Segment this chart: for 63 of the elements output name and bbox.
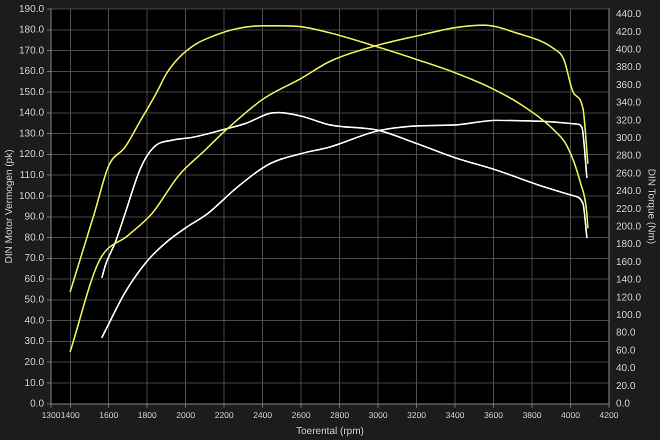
y2-tick-label: 280.0 <box>616 150 642 162</box>
x-tick-label: 3600 <box>484 410 504 420</box>
y-tick-label: 170.0 <box>18 45 44 56</box>
y2-tick-label: 60.0 <box>616 345 636 356</box>
y-tick-label: 120.0 <box>18 149 44 160</box>
y2-tick-label: 320.0 <box>616 115 642 126</box>
y-axis-title: DIN Motor Vermogen (pk) <box>4 149 15 264</box>
x-tick-label: 3000 <box>368 410 388 420</box>
x-tick-label: 3800 <box>522 410 542 420</box>
y-tick-label: 80.0 <box>24 232 44 244</box>
y-tick-label: 100.0 <box>18 190 44 202</box>
y-tick-label: 110.0 <box>20 170 44 181</box>
y2-tick-label: 220.0 <box>616 204 642 215</box>
y2-tick-label: 180.0 <box>616 239 642 250</box>
x-tick-label: 1400 <box>60 410 80 420</box>
y-tick-label: 10.0 <box>24 378 44 389</box>
y2-tick-label: 300.0 <box>616 132 642 144</box>
x-tick-label: 4200 <box>600 410 619 420</box>
y2-tick-label: 120.0 <box>616 292 642 304</box>
y2-tick-label: 420.0 <box>616 26 642 38</box>
x-tick-label: 4000 <box>561 410 580 420</box>
line-series <box>69 24 589 352</box>
y-tick-label: 0.0 <box>30 398 44 410</box>
y2-axis-title: DIN Torque (Nm) <box>645 168 656 244</box>
y2-tick-label: 240.0 <box>616 186 642 198</box>
y2-tick-label: 40.0 <box>616 363 636 374</box>
x-tick-label: 2200 <box>214 410 234 420</box>
x-tick-label: 1800 <box>138 410 157 420</box>
y-tick-label: 50.0 <box>24 294 44 306</box>
y2-tick-label: 400.0 <box>616 44 642 56</box>
y-tick-label: 140.0 <box>18 108 44 119</box>
y-tick-label: 90.0 <box>24 212 44 223</box>
y-tick-label: 130.0 <box>18 128 44 140</box>
y2-tick-label: 160.0 <box>616 256 642 268</box>
y2-tick-label: 260.0 <box>616 168 642 180</box>
y2-tick-label: 440.0 <box>616 9 642 20</box>
y2-tick-label: 0.0 <box>616 398 630 410</box>
y2-tick-label: 380.0 <box>616 62 642 74</box>
x-tick-label: 2000 <box>176 410 196 420</box>
y-tick-label: 190.0 <box>18 4 44 15</box>
y2-tick-label: 200.0 <box>616 222 642 233</box>
y-tick-label: 160.0 <box>18 66 44 78</box>
y2-tick-label: 100.0 <box>616 310 642 322</box>
y-tick-label: 70.0 <box>24 253 44 264</box>
x-tick-label: 3400 <box>446 410 465 420</box>
y2-tick-label: 340.0 <box>616 98 642 109</box>
y2-tick-label: 80.0 <box>616 328 636 339</box>
x-tick-label: 1600 <box>99 410 118 420</box>
y-tick-label: 30.0 <box>24 336 44 348</box>
y2-tick-label: 360.0 <box>616 80 642 91</box>
x-axis-title: Toerental (rpm) <box>296 426 364 437</box>
y2-tick-label: 140.0 <box>616 274 642 286</box>
x-tick-label: 2400 <box>253 410 272 420</box>
x-tick-label: 2600 <box>292 410 311 420</box>
x-tick-label: 3200 <box>407 410 426 420</box>
y-tick-label: 150.0 <box>18 86 44 98</box>
x-tick-label: 2800 <box>330 410 350 420</box>
y-tick-label: 20.0 <box>24 356 44 368</box>
y-tick-label: 180.0 <box>18 24 44 36</box>
y-tick-label: 40.0 <box>24 315 44 326</box>
y2-tick-label: 20.0 <box>616 380 636 392</box>
x-tick-label: 1300 <box>42 410 61 420</box>
y-tick-label: 60.0 <box>24 274 44 285</box>
